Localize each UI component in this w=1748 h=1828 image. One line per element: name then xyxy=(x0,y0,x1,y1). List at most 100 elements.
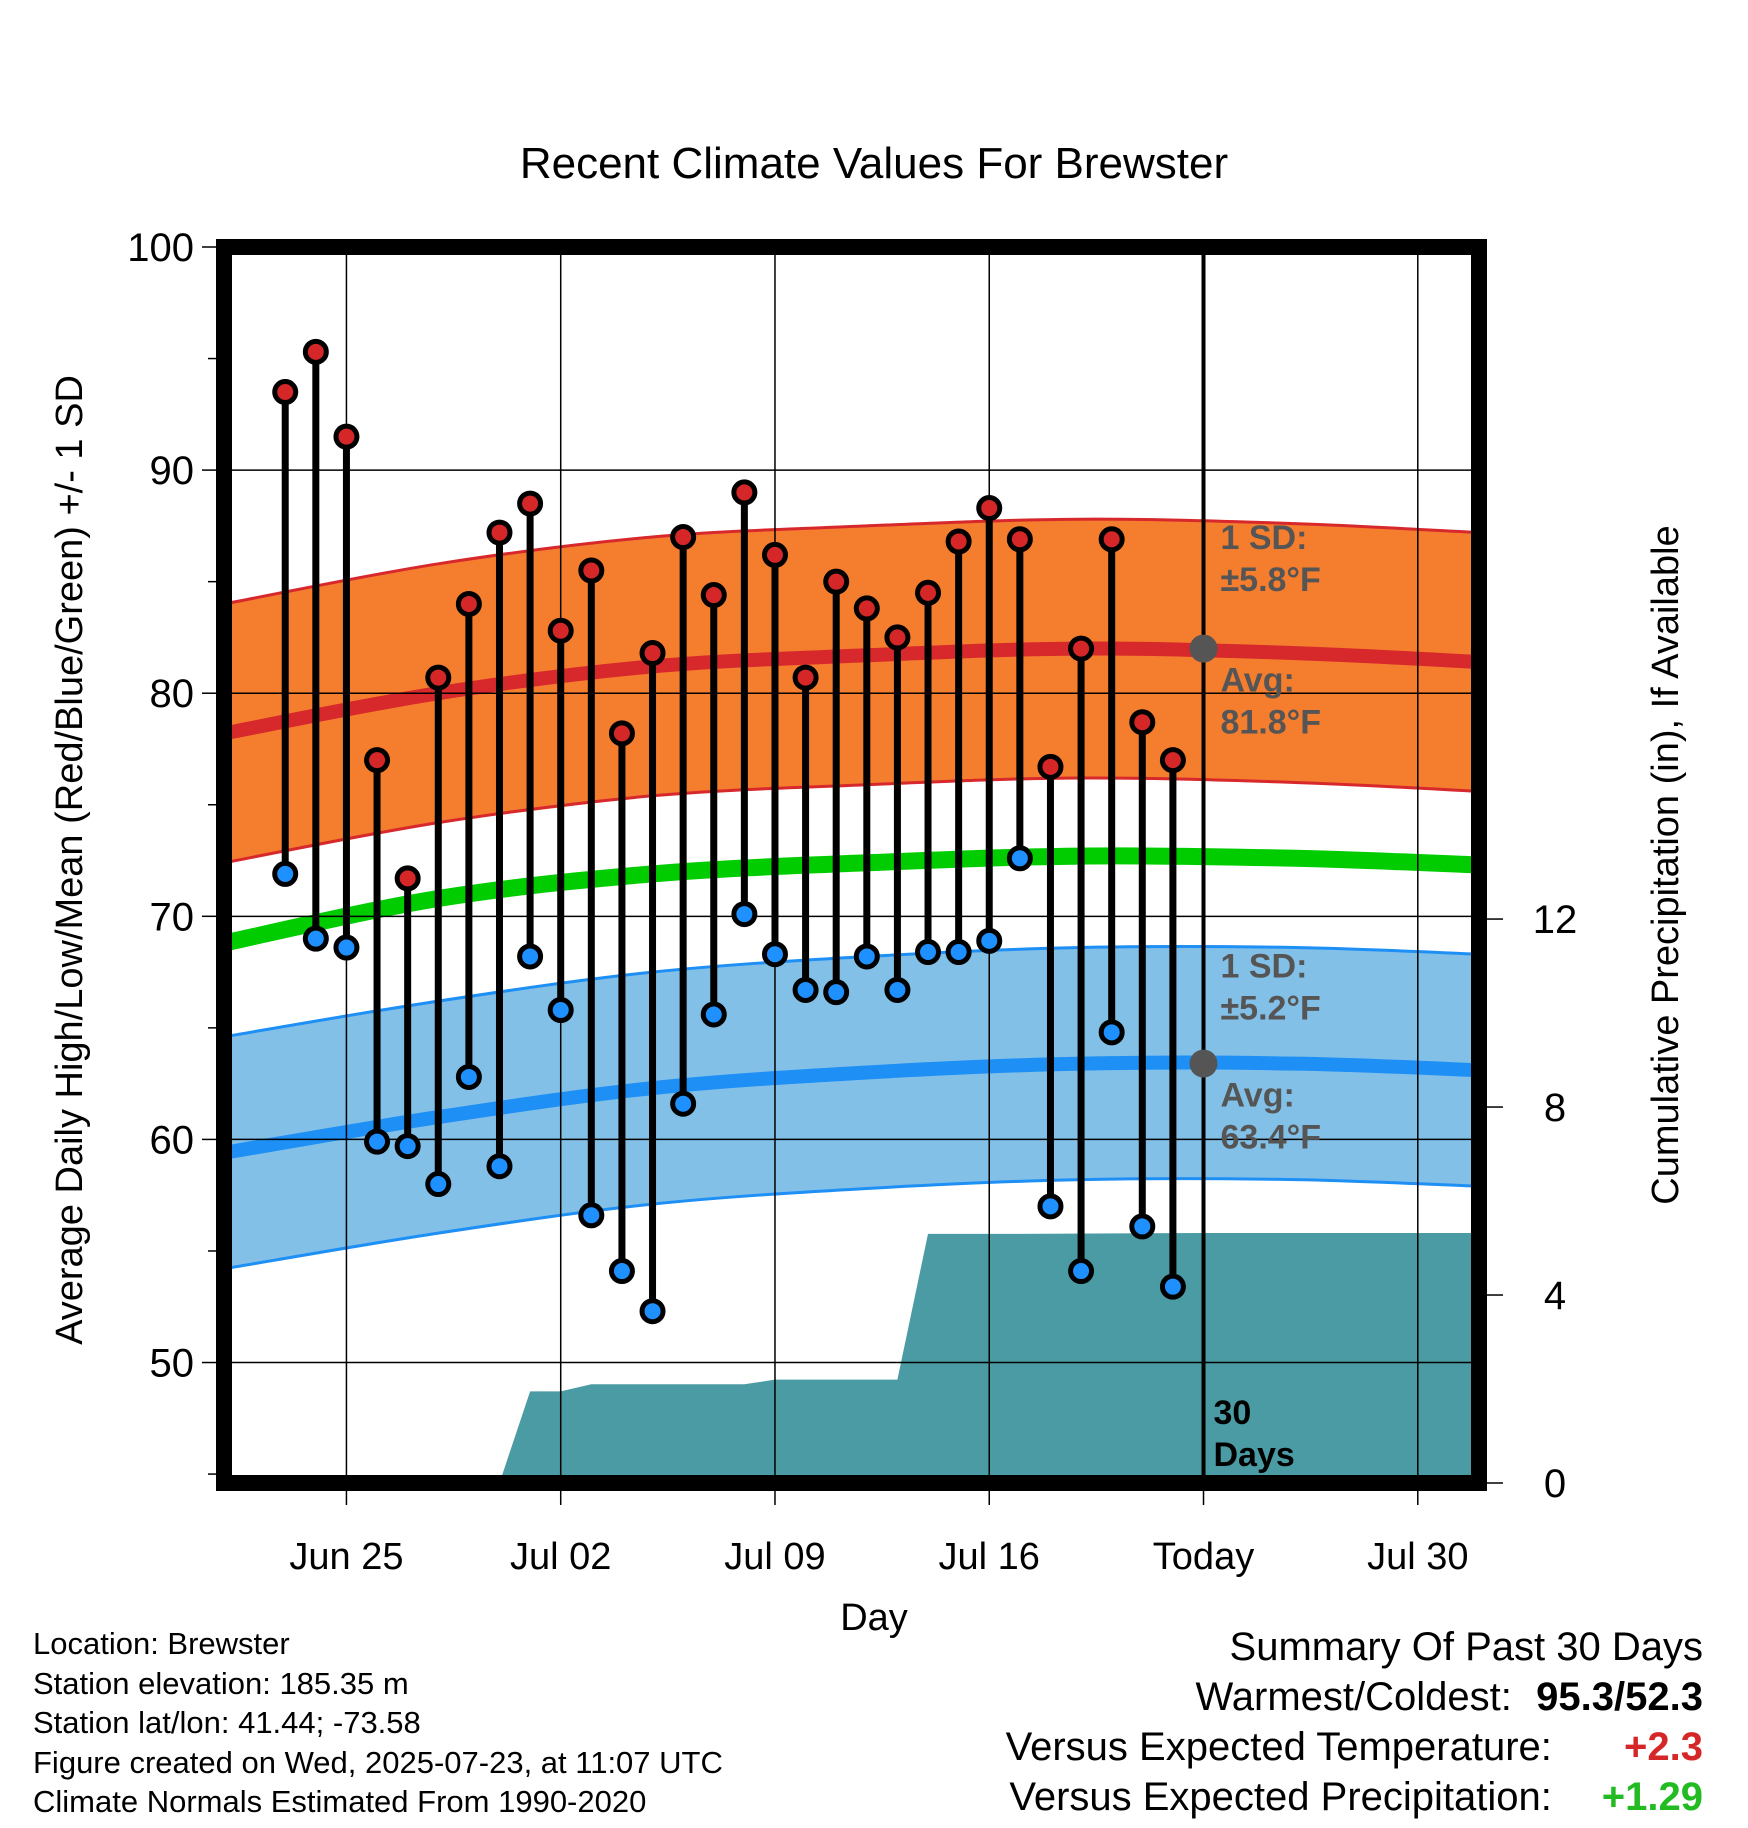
daily-high-point xyxy=(1068,635,1095,662)
daily-high-point xyxy=(608,720,635,747)
daily-high-point xyxy=(670,524,697,551)
daily-high-point xyxy=(700,582,727,609)
climate-normals-note: Climate Normals Estimated From 1990-2020 xyxy=(33,1784,647,1819)
daily-high-point xyxy=(364,747,391,774)
y-tick-label: 50 xyxy=(150,1342,195,1386)
daily-high-point xyxy=(333,423,360,450)
daily-high-point xyxy=(425,664,452,691)
x-axis-label: Day xyxy=(840,1597,908,1639)
plot-frame xyxy=(216,239,1487,1491)
station-elevation: Station elevation: 185.35 m xyxy=(33,1665,409,1701)
summary-warm-cold: Warmest/Coldest: 95.3/52.3 xyxy=(1006,1672,1704,1722)
temp-anomaly-label: Versus Expected Temperature: xyxy=(1005,1725,1552,1769)
daily-high-point xyxy=(1098,526,1125,553)
daily-low-point xyxy=(884,976,911,1003)
x-tick-label: Jul 30 xyxy=(1367,1536,1468,1578)
low-avg-annotation: 63.4°F xyxy=(1221,1119,1322,1157)
daily-low-point xyxy=(364,1128,391,1155)
daily-low-point xyxy=(792,976,819,1003)
today-normal-low-dot xyxy=(1189,1049,1218,1078)
high-sd-band xyxy=(224,519,1479,863)
daily-low-point xyxy=(1068,1258,1095,1285)
y2-tick-label: 8 xyxy=(1544,1086,1566,1130)
daily-low-point xyxy=(272,860,299,887)
daily-high-point xyxy=(731,479,758,506)
daily-high-point xyxy=(1129,709,1156,736)
daily-low-point xyxy=(976,927,1003,954)
precip-anomaly-label: Versus Expected Precipitation: xyxy=(1009,1775,1552,1819)
daily-low-point xyxy=(853,943,880,970)
daily-low-point xyxy=(547,997,574,1024)
daily-high-point xyxy=(853,595,880,622)
daily-high-point xyxy=(761,541,788,568)
x-tick-label: Jul 09 xyxy=(724,1536,825,1578)
chart-title: Recent Climate Values For Brewster xyxy=(520,139,1228,188)
daily-low-point xyxy=(731,901,758,928)
summary-title: Summary Of Past 30 Days xyxy=(1229,1625,1703,1669)
daily-low-point xyxy=(1129,1213,1156,1240)
low-sd-band xyxy=(224,946,1479,1269)
daily-high-point xyxy=(1037,753,1064,780)
daily-low-point xyxy=(761,941,788,968)
y-tick-label: 60 xyxy=(150,1118,195,1162)
high-sd-annotation: ±5.8°F xyxy=(1221,561,1321,599)
temp-anomaly-value: +2.3 xyxy=(1624,1725,1703,1769)
low-avg-annotation: Avg: xyxy=(1221,1077,1295,1115)
y2-axis-label: Cumulative Precipitation (in), If Availa… xyxy=(1645,525,1687,1204)
daily-high-point xyxy=(639,640,666,667)
location-info: Location: Brewster Station elevation: 18… xyxy=(33,1624,723,1822)
daily-low-point xyxy=(333,934,360,961)
daily-high-point xyxy=(1159,747,1186,774)
daily-low-point xyxy=(578,1202,605,1229)
warm-cold-label: Warmest/Coldest: xyxy=(1195,1675,1512,1719)
daily-low-point xyxy=(915,939,942,966)
y-tick-label: 100 xyxy=(127,226,194,270)
x-tick-label: Jun 25 xyxy=(289,1536,403,1578)
daily-low-point xyxy=(455,1063,482,1090)
daily-low-point xyxy=(1098,1019,1125,1046)
y-tick-label: 80 xyxy=(150,672,195,716)
location-name: Location: Brewster xyxy=(33,1626,290,1661)
daily-high-point xyxy=(272,379,299,406)
daily-low-point xyxy=(1006,845,1033,872)
y2-tick-label: 4 xyxy=(1544,1274,1566,1318)
low-sd-annotation: ±5.2°F xyxy=(1221,990,1321,1028)
daily-low-point xyxy=(302,925,329,952)
daily-high-point xyxy=(455,590,482,617)
daily-high-point xyxy=(302,338,329,365)
summary-panel: Summary Of Past 30 Days Warmest/Coldest:… xyxy=(1006,1622,1703,1822)
daily-low-point xyxy=(517,943,544,970)
daily-low-point xyxy=(1037,1193,1064,1220)
daily-low-point xyxy=(1159,1273,1186,1300)
warm-cold-value: 95.3/52.3 xyxy=(1536,1675,1703,1719)
summary-precip: Versus Expected Precipitation: +1.29 xyxy=(1006,1772,1703,1822)
summary-temp: Versus Expected Temperature: +2.3 xyxy=(1006,1722,1703,1772)
high-avg-annotation: 81.8°F xyxy=(1221,704,1322,742)
daily-high-point xyxy=(486,519,513,546)
high-sd-annotation: 1 SD: xyxy=(1221,519,1308,557)
window-annotation: 30 xyxy=(1214,1394,1252,1432)
plot-area xyxy=(224,247,1479,1483)
low-sd-lower-edge xyxy=(224,1177,1479,1271)
daily-low-point xyxy=(425,1171,452,1198)
daily-low-point xyxy=(823,979,850,1006)
daily-low-point xyxy=(670,1090,697,1117)
today-normal-high-dot xyxy=(1189,634,1218,663)
y-axis-label: Average Daily High/Low/Mean (Red/Blue/Gr… xyxy=(49,375,91,1345)
high-sd-upper-edge xyxy=(224,517,1479,606)
daily-high-point xyxy=(792,664,819,691)
low-sd-annotation: 1 SD: xyxy=(1221,948,1308,986)
station-latlon: Station lat/lon: 41.44; -73.58 xyxy=(33,1705,421,1740)
daily-high-point xyxy=(976,495,1003,522)
x-tick-label: Today xyxy=(1153,1536,1254,1578)
daily-high-point xyxy=(945,528,972,555)
daily-low-point xyxy=(394,1133,421,1160)
figure-created: Figure created on Wed, 2025-07-23, at 11… xyxy=(33,1744,723,1780)
high-avg-annotation: Avg: xyxy=(1221,662,1295,700)
x-tick-label: Jul 02 xyxy=(510,1536,611,1578)
daily-high-point xyxy=(517,490,544,517)
y-tick-label: 90 xyxy=(150,449,195,493)
daily-high-point xyxy=(823,568,850,595)
daily-low-point xyxy=(700,1001,727,1028)
